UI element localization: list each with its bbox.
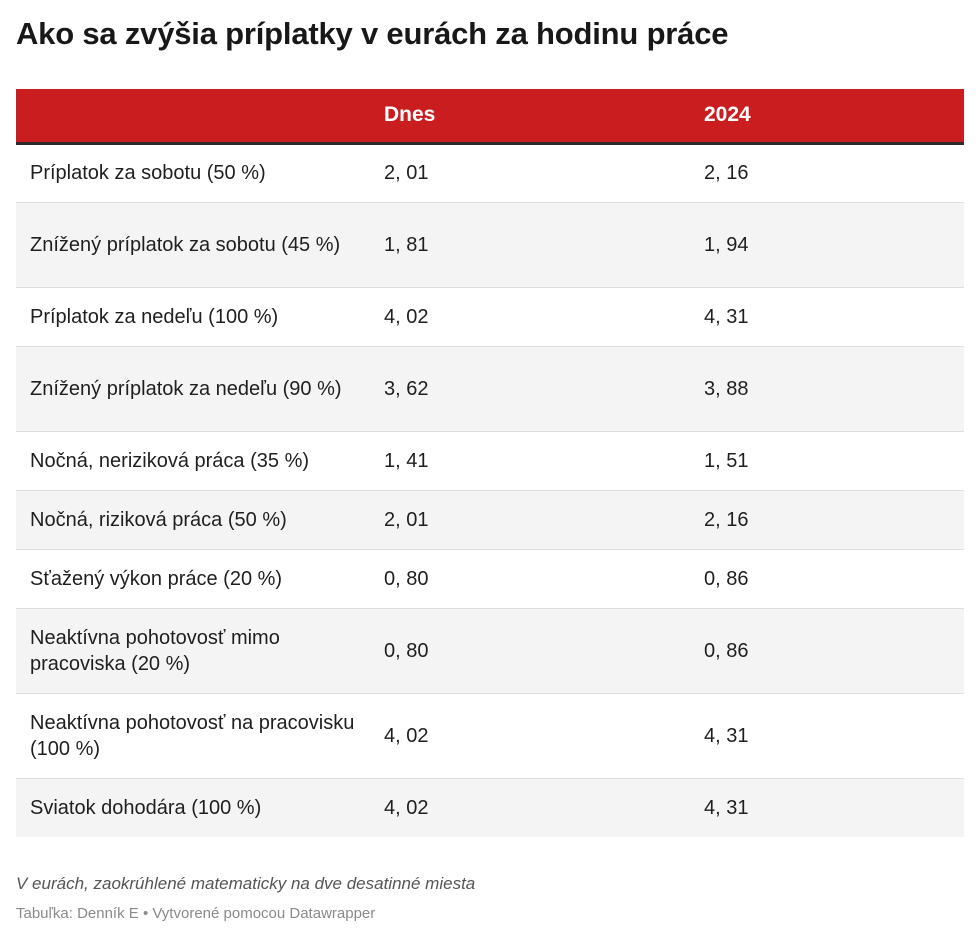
row-label: Sviatok dohodára (100 %) <box>30 796 262 819</box>
table-row: Príplatok za sobotu (50 %) 2, 01 2, 16 <box>16 143 964 203</box>
row-label: Neaktívna pohotovosť mimo pracoviska (20… <box>16 608 370 694</box>
row-label: Sťažený výkon práce (20 %) <box>16 549 370 609</box>
header-label <box>16 89 370 145</box>
cell-2024: 0, 86 <box>690 608 964 694</box>
table-row: Nočná, riziková práca (50 %) 2, 01 2, 16 <box>16 490 964 550</box>
cell-dnes: 3, 62 <box>370 346 690 432</box>
row-label: Príplatok za nedeľu (100 %) <box>16 287 370 347</box>
table-row: Nočná, neriziková práca (35 %) 1, 41 1, … <box>16 431 964 491</box>
cell-2024: 2, 16 <box>690 490 964 550</box>
cell-dnes: 4, 02 <box>384 796 429 819</box>
cell-2024: 4, 31 <box>690 693 964 779</box>
row-label: Znížený príplatok za nedeľu (90 %) <box>16 346 370 432</box>
cell-dnes: 2, 01 <box>370 143 690 203</box>
cell-2024: 4, 31 <box>690 287 964 347</box>
row-label: Nočná, neriziková práca (35 %) <box>16 431 370 491</box>
row-label: Príplatok za sobotu (50 %) <box>16 143 370 203</box>
table-note: V eurách, zaokrúhlené matematicky na dve… <box>16 874 476 893</box>
header-dnes: Dnes <box>370 89 690 145</box>
cell-dnes: 4, 02 <box>370 693 690 779</box>
table-row: Neaktívna pohotovosť na pracovisku (100 … <box>16 693 964 779</box>
row-label: Neaktívna pohotovosť na pracovisku (100 … <box>16 693 370 779</box>
table-row: Príplatok za nedeľu (100 %) 4, 02 4, 31 <box>16 287 964 347</box>
chart-title: Ako sa zvýšia príplatky v eurách za hodi… <box>16 16 729 51</box>
table-header-row: Dnes 2024 <box>16 89 964 145</box>
data-table: Dnes 2024 Príplatok za sobotu (50 %) 2, … <box>16 89 964 837</box>
cell-dnes: 0, 80 <box>370 549 690 609</box>
table-row: Znížený príplatok za sobotu (45 %) 1, 81… <box>16 202 964 288</box>
table-row: Neaktívna pohotovosť mimo pracoviska (20… <box>16 608 964 694</box>
cell-2024: 0, 86 <box>690 549 964 609</box>
cell-2024: 3, 88 <box>690 346 964 432</box>
cell-dnes: 1, 41 <box>370 431 690 491</box>
cell-dnes: 2, 01 <box>370 490 690 550</box>
cell-2024: 1, 94 <box>690 202 964 288</box>
table-row: Sviatok dohodára (100 %) 4, 02 4, 31 <box>16 778 964 837</box>
source-credit: Tabuľka: Denník E • Vytvorené pomocou Da… <box>16 905 376 922</box>
table-row: Znížený príplatok za nedeľu (90 %) 3, 62… <box>16 346 964 432</box>
cell-dnes: 0, 80 <box>370 608 690 694</box>
cell-2024: 4, 31 <box>704 796 749 819</box>
cell-2024: 2, 16 <box>690 143 964 203</box>
row-label: Znížený príplatok za sobotu (45 %) <box>16 202 370 288</box>
cell-dnes: 4, 02 <box>370 287 690 347</box>
row-label: Nočná, riziková práca (50 %) <box>16 490 370 550</box>
cell-2024: 1, 51 <box>690 431 964 491</box>
header-2024: 2024 <box>690 89 964 145</box>
cell-dnes: 1, 81 <box>370 202 690 288</box>
table-row: Sťažený výkon práce (20 %) 0, 80 0, 86 <box>16 549 964 609</box>
